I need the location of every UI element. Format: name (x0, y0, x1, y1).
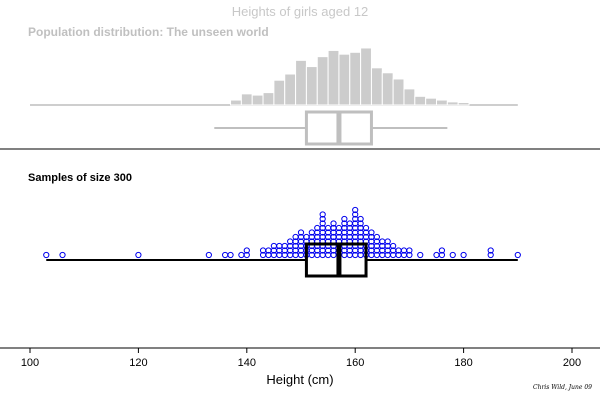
sample-point (243, 247, 250, 254)
population-bar (370, 67, 383, 106)
sample-point (319, 220, 326, 227)
population-bar (381, 72, 394, 106)
sample-point (135, 251, 142, 259)
sample-label: Samples of size 300 (28, 172, 132, 184)
population-bar (360, 47, 372, 106)
sample-dotplot (43, 206, 521, 259)
sample-point (438, 251, 446, 259)
population-bar (327, 49, 340, 106)
sample-point (238, 251, 245, 259)
population-bar (273, 79, 286, 106)
sample-point (319, 215, 326, 223)
sample-point (384, 238, 391, 245)
sample-point (449, 251, 456, 259)
population-bar (240, 93, 253, 106)
sample-point (373, 233, 380, 241)
population-bar (436, 99, 448, 106)
x-tick-label: 100 (21, 357, 39, 369)
sample-point (297, 229, 305, 236)
sample-point (319, 211, 326, 218)
sample-point (357, 220, 364, 227)
population-bar (316, 56, 329, 106)
sample-point (352, 211, 359, 218)
sample-point (59, 251, 66, 259)
population-bar (457, 102, 470, 106)
sample-point (222, 251, 229, 259)
population-bar (392, 78, 405, 106)
population-bar (262, 92, 275, 106)
sample-point (487, 247, 494, 254)
x-tick-label: 200 (563, 357, 581, 369)
sample-point (406, 251, 413, 259)
sample-point (487, 251, 494, 259)
chart-title: Heights of girls aged 12 (231, 4, 369, 19)
x-axis-label: Height (cm) (266, 372, 334, 387)
population-bar (349, 51, 362, 106)
population-histogram (30, 47, 518, 106)
sample-boxplot-box (304, 242, 368, 278)
sample-point (433, 251, 440, 259)
sample-point (438, 247, 446, 254)
sample-point (357, 215, 364, 223)
population-bar (338, 53, 351, 106)
sample-point (406, 247, 413, 254)
population-bar (414, 95, 427, 106)
sample-boxplot (46, 242, 518, 278)
population-bar (425, 97, 438, 106)
population-boxplot (214, 110, 448, 146)
sample-point (43, 251, 50, 259)
population-bar (251, 94, 264, 106)
population-label: Population distribution: The unseen worl… (28, 25, 269, 39)
sample-point (243, 251, 250, 259)
credit-signature: Chris Wild, June 09 (532, 384, 592, 391)
sample-point (362, 224, 370, 232)
x-tick-label: 120 (129, 357, 147, 369)
sample-point (390, 242, 397, 250)
population-bar (284, 73, 297, 106)
sample-point (341, 215, 348, 223)
sample-point (417, 251, 424, 259)
sample-point (227, 251, 234, 259)
sample-point (368, 229, 375, 236)
x-tick-label: 140 (238, 357, 256, 369)
population-bar (403, 88, 416, 106)
sample-point (460, 251, 467, 259)
x-axis: 100 120 140 160 180 200 (0, 347, 600, 369)
sample-point (205, 251, 212, 259)
population-bar (295, 59, 307, 106)
sample-point (514, 251, 521, 259)
sample-point (352, 206, 359, 214)
x-tick-label: 160 (346, 357, 364, 369)
population-bar (305, 66, 318, 106)
population-bar (230, 99, 242, 106)
sample-point (330, 220, 337, 227)
x-tick-label: 180 (454, 357, 472, 369)
population-bar (446, 101, 459, 106)
